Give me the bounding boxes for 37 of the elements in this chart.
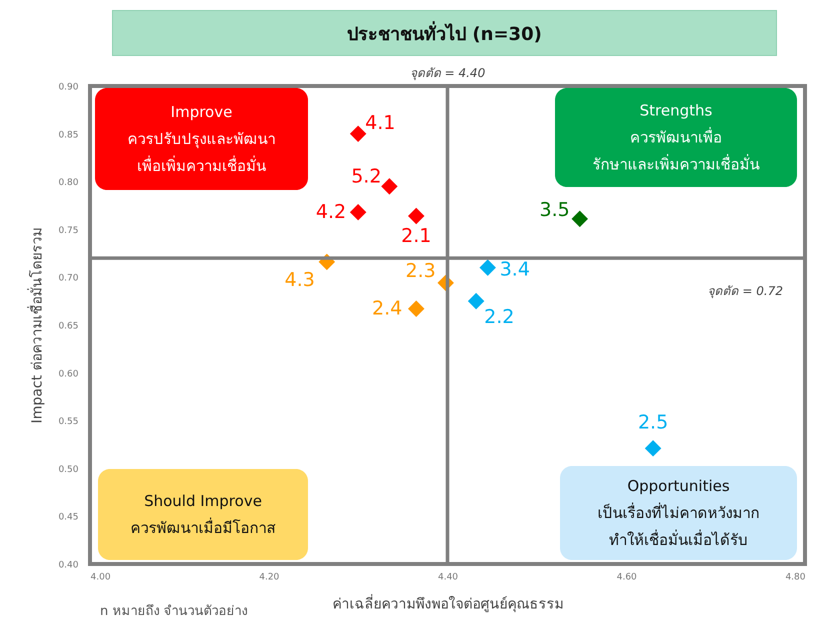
y-tick-label: 0.90 — [58, 82, 79, 92]
annotation: 5.2 — [351, 165, 382, 188]
annotation: Strengths ควรพัฒนาเพื่อ รักษาและเพิ่มความเชื่อมั่น — [592, 102, 760, 174]
x-tick-label: 4.20 — [259, 572, 280, 582]
x-tick-label: 4.60 — [616, 572, 638, 582]
chart-title: ประชาชนทั่วไป (n=30) — [112, 10, 777, 56]
annotation: 2.2 — [484, 306, 514, 328]
ref-line-label: จุดตัด = 4.40 — [410, 66, 486, 81]
y-tick-label: 0.60 — [58, 369, 79, 380]
annotation: 2.3 — [405, 260, 436, 282]
annotation: 2.1 — [401, 225, 432, 248]
y-tick-label: 0.85 — [58, 130, 78, 140]
y-tick-label: 0.55 — [58, 417, 78, 428]
x-tick-label: 4.80 — [785, 572, 806, 582]
ref-line-label: จุดตัด = 0.72 — [708, 284, 783, 300]
y-tick-label: 0.70 — [58, 274, 79, 284]
y-tick-label: 0.45 — [58, 512, 78, 523]
y-axis-title: Impact ต่อความเชื่อมั่นโดยรวม — [27, 228, 46, 424]
y-tick-label: 0.40 — [58, 560, 79, 570]
annotation: 4.1 — [365, 112, 396, 134]
annotation: 4.3 — [284, 268, 315, 291]
annotation: Opportunities เป็นเรื่องที่ไม่คาดหวังมาก ทำให้เชื่อมั่นเมื่อได้รับ — [598, 477, 760, 549]
x-tick-label: 4.40 — [438, 572, 458, 582]
text: n หมายถึง จำนวนตัวอย่าง — [100, 604, 248, 619]
y-tick-label: 0.65 — [58, 322, 78, 332]
annotation: 2.4 — [372, 298, 402, 320]
annotation: 3.4 — [500, 258, 530, 281]
x-axis-title: ค่าเฉลี่ยความพึงพอใจต่อศูนย์คุณธรรม — [332, 594, 564, 612]
y-tick-label: 0.75 — [58, 226, 78, 236]
y-tick-label: 0.80 — [58, 178, 79, 188]
annotation: 2.5 — [638, 411, 668, 434]
x-tick-label: 4.00 — [90, 572, 111, 582]
annotation: Improve ควรปรับปรุงและพัฒนา เพื่อเพิ่มความเชื่อมั่น — [128, 103, 276, 175]
annotation: 4.2 — [316, 201, 346, 224]
annotation: 3.5 — [540, 198, 570, 221]
annotation: Should Improve ควรพัฒนาเมื่อมีโอกาส — [130, 492, 276, 537]
y-tick-label: 0.50 — [58, 464, 79, 475]
